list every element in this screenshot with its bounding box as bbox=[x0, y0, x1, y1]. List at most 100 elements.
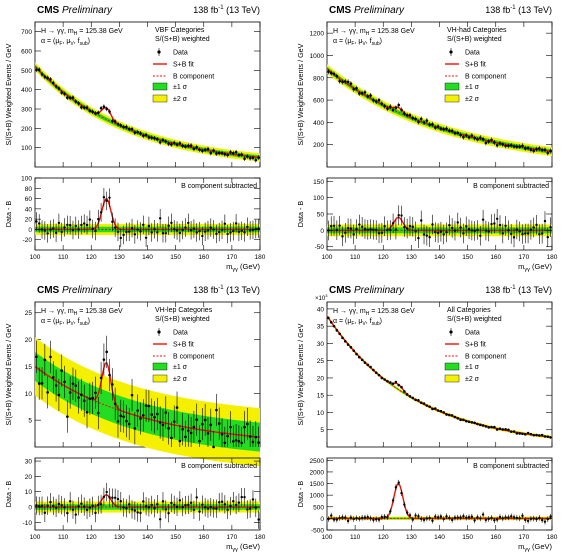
ratio-point bbox=[80, 223, 83, 227]
ratio-point bbox=[161, 232, 165, 235]
x-tick-label: 160 bbox=[490, 534, 501, 541]
data-point bbox=[400, 108, 403, 112]
data-point bbox=[119, 414, 123, 418]
data-point bbox=[212, 445, 215, 449]
legend-2sigma-label: ±2 σ bbox=[173, 96, 188, 103]
ratio-point bbox=[338, 516, 341, 520]
x-axis-label: mγγ (GeV) bbox=[226, 262, 260, 273]
ratio-point bbox=[63, 506, 66, 509]
ratio-point bbox=[538, 516, 541, 520]
ratio-point bbox=[35, 220, 38, 223]
ratio-point bbox=[411, 225, 414, 228]
ratio-point bbox=[405, 511, 409, 514]
data-point bbox=[377, 98, 381, 102]
ratio-y-tick-label: -500 bbox=[311, 528, 324, 535]
x-tick-label: 100 bbox=[30, 254, 41, 261]
ratio-point bbox=[38, 222, 41, 225]
data-point bbox=[111, 383, 114, 386]
ratio-point bbox=[68, 500, 72, 503]
data-point bbox=[161, 423, 165, 427]
ratio-point bbox=[201, 503, 204, 506]
ratio-point bbox=[397, 481, 400, 484]
ratio-y-tick-label: 2000 bbox=[310, 469, 325, 476]
ratio-point bbox=[349, 227, 353, 230]
ratio-point bbox=[77, 228, 80, 231]
ratio-point bbox=[459, 516, 462, 519]
ratio-y-tick-label: 100 bbox=[313, 195, 324, 202]
ratio-point bbox=[229, 231, 232, 234]
data-point bbox=[248, 156, 252, 160]
data-point bbox=[394, 106, 398, 110]
ratio-point bbox=[170, 501, 173, 505]
legend-2sigma-swatch bbox=[152, 94, 168, 103]
data-point bbox=[254, 158, 258, 162]
legend-2sigma-label: ±2 σ bbox=[465, 96, 480, 103]
ratio-point bbox=[391, 222, 395, 225]
ratio-point bbox=[335, 228, 339, 232]
data-point bbox=[141, 134, 145, 138]
data-point bbox=[209, 423, 213, 427]
x-tick-label: 160 bbox=[198, 254, 209, 261]
ratio-point bbox=[459, 226, 462, 229]
ratio-point bbox=[85, 223, 89, 227]
ratio-point bbox=[218, 230, 221, 234]
data-point bbox=[158, 421, 162, 424]
ratio-point bbox=[102, 196, 106, 199]
main-y-axis-label: S/(S+B) Weighted Events / GeV bbox=[296, 43, 305, 145]
data-point bbox=[248, 435, 252, 438]
data-point bbox=[156, 138, 159, 141]
data-point bbox=[487, 426, 491, 429]
sb-fit-curve bbox=[326, 315, 553, 438]
x-tick-label: 100 bbox=[322, 254, 333, 261]
data-point bbox=[91, 396, 94, 400]
ratio-point bbox=[189, 501, 193, 504]
lumi-label: 138 fb-1 (13 TeV) bbox=[193, 5, 260, 15]
ratio-y-tick-label: 1500 bbox=[310, 481, 325, 488]
ratio-point bbox=[220, 500, 224, 503]
data-point bbox=[133, 427, 137, 430]
data-point bbox=[172, 420, 176, 423]
data-point bbox=[215, 152, 218, 155]
data-point bbox=[422, 121, 426, 124]
data-point bbox=[521, 432, 524, 436]
data-point bbox=[498, 427, 502, 430]
ratio-point bbox=[439, 230, 443, 233]
ratio-point bbox=[532, 517, 535, 520]
data-point bbox=[60, 91, 64, 94]
data-point bbox=[507, 144, 510, 148]
ratio-point bbox=[201, 234, 204, 238]
ratio-point bbox=[360, 516, 364, 520]
data-point bbox=[57, 87, 61, 90]
data-point bbox=[476, 422, 479, 426]
data-point bbox=[153, 136, 156, 140]
category-label: VH-lep Categories bbox=[155, 307, 213, 314]
ratio-point bbox=[192, 227, 196, 230]
ratio-point bbox=[237, 230, 241, 234]
data-point bbox=[473, 136, 476, 140]
ratio-point bbox=[383, 515, 386, 518]
data-point bbox=[343, 340, 347, 343]
ratio-point bbox=[512, 516, 516, 519]
ratio-point bbox=[246, 508, 249, 511]
ratio-point bbox=[335, 518, 339, 521]
main-y-tick-label: 30 bbox=[317, 341, 325, 348]
data-point bbox=[54, 85, 58, 88]
legend-2sigma-swatch bbox=[444, 94, 460, 103]
legend-1sigma-swatch bbox=[152, 82, 168, 91]
data-point bbox=[63, 380, 66, 384]
ratio-point bbox=[470, 515, 474, 518]
ratio-point bbox=[240, 495, 243, 499]
data-point bbox=[257, 441, 260, 444]
main-y-tick-label: 40 bbox=[317, 306, 325, 313]
data-point bbox=[198, 148, 201, 152]
x-tick-label: 120 bbox=[378, 534, 389, 541]
data-point bbox=[102, 358, 106, 361]
data-point bbox=[349, 346, 353, 349]
data-point bbox=[240, 441, 244, 445]
ratio-point bbox=[358, 517, 361, 520]
legend-2sigma-label: ±2 σ bbox=[173, 376, 188, 383]
ratio-point bbox=[43, 511, 47, 515]
ratio-point bbox=[49, 500, 52, 504]
ratio-point bbox=[153, 507, 156, 510]
ratio-point bbox=[431, 223, 434, 226]
